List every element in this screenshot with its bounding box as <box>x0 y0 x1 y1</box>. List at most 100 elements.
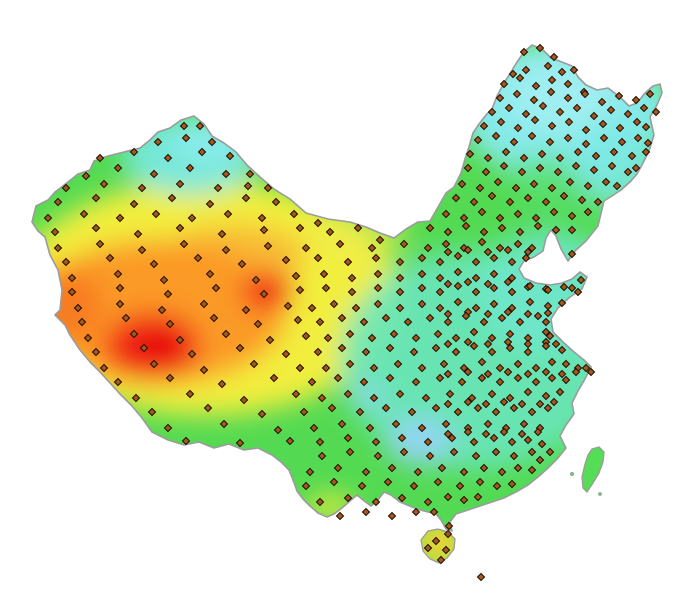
station-marker <box>530 115 540 125</box>
station-marker <box>397 433 407 443</box>
station-marker <box>301 243 311 253</box>
station-marker <box>541 391 551 401</box>
station-marker <box>527 243 537 253</box>
station-marker <box>517 399 527 409</box>
station-marker <box>333 463 343 473</box>
station-marker <box>385 373 395 383</box>
station-marker <box>593 197 603 207</box>
station-marker <box>241 193 251 203</box>
station-marker <box>369 393 379 403</box>
station-marker <box>617 137 627 147</box>
station-marker <box>543 308 553 318</box>
station-marker <box>237 259 247 269</box>
station-marker <box>435 303 445 313</box>
station-marker <box>443 339 453 349</box>
station-marker <box>615 123 625 133</box>
station-marker <box>417 299 427 309</box>
station-marker <box>73 303 83 313</box>
station-marker <box>443 317 453 327</box>
station-marker <box>221 169 231 179</box>
station-marker <box>521 109 531 119</box>
station-marker <box>307 377 317 387</box>
station-marker <box>265 335 275 345</box>
station-marker <box>383 477 393 487</box>
station-marker <box>433 477 443 487</box>
station-marker <box>257 213 267 223</box>
station-marker <box>61 257 71 267</box>
station-marker <box>453 281 463 291</box>
station-marker <box>203 403 213 413</box>
station-marker <box>581 125 591 135</box>
station-marker <box>597 97 607 107</box>
station-marker <box>425 223 435 233</box>
station-marker <box>571 367 581 377</box>
station-marker <box>373 269 383 279</box>
station-marker <box>241 305 251 315</box>
station-marker <box>471 257 481 267</box>
station-marker <box>443 279 453 289</box>
station-marker <box>115 299 125 309</box>
station-marker <box>43 213 53 223</box>
station-marker <box>375 235 385 245</box>
station-marker <box>269 373 279 383</box>
station-marker <box>559 282 569 292</box>
station-marker <box>538 101 548 111</box>
station-marker <box>221 245 231 255</box>
station-marker <box>513 373 523 383</box>
station-marker <box>387 463 397 473</box>
station-marker <box>315 437 325 447</box>
station-marker <box>295 223 305 233</box>
station-marker <box>511 183 521 193</box>
station-marker <box>199 365 209 375</box>
station-marker <box>153 137 163 147</box>
station-marker <box>563 133 573 143</box>
station-marker <box>423 543 433 553</box>
station-marker <box>411 507 421 517</box>
station-marker <box>567 225 577 235</box>
station-marker <box>573 147 583 157</box>
station-marker <box>508 69 518 79</box>
station-marker <box>95 153 105 163</box>
station-marker <box>504 103 514 113</box>
station-marker <box>601 177 611 187</box>
station-marker <box>431 403 441 413</box>
station-marker <box>345 329 355 339</box>
station-marker <box>179 121 189 131</box>
station-marker <box>359 377 369 387</box>
station-marker <box>421 393 431 403</box>
station-marker <box>301 331 311 341</box>
station-marker <box>507 437 517 447</box>
station-marker <box>521 253 531 263</box>
station-marker <box>389 329 399 339</box>
station-marker <box>369 363 379 373</box>
station-marker <box>417 283 427 293</box>
station-marker <box>495 93 505 103</box>
station-marker <box>407 407 417 417</box>
station-marker <box>487 389 497 399</box>
station-marker <box>371 253 381 263</box>
station-marker <box>443 227 453 237</box>
station-marker <box>527 465 537 475</box>
station-marker <box>235 343 245 353</box>
station-marker <box>457 377 467 387</box>
station-marker <box>259 289 269 299</box>
station-marker <box>545 447 555 457</box>
station-marker <box>249 359 259 369</box>
station-marker <box>495 213 505 223</box>
station-marker <box>333 373 343 383</box>
station-marker <box>523 339 533 349</box>
station-marker <box>476 572 486 582</box>
station-marker <box>235 438 245 448</box>
station-marker <box>197 147 207 157</box>
station-marker <box>439 359 449 369</box>
station-marker <box>81 171 91 181</box>
station-marker <box>163 153 173 163</box>
station-marker <box>83 333 93 343</box>
station-marker <box>481 167 491 177</box>
station-marker <box>359 317 369 327</box>
station-marker <box>463 245 473 255</box>
station-marker <box>347 273 357 283</box>
station-marker <box>219 419 229 429</box>
